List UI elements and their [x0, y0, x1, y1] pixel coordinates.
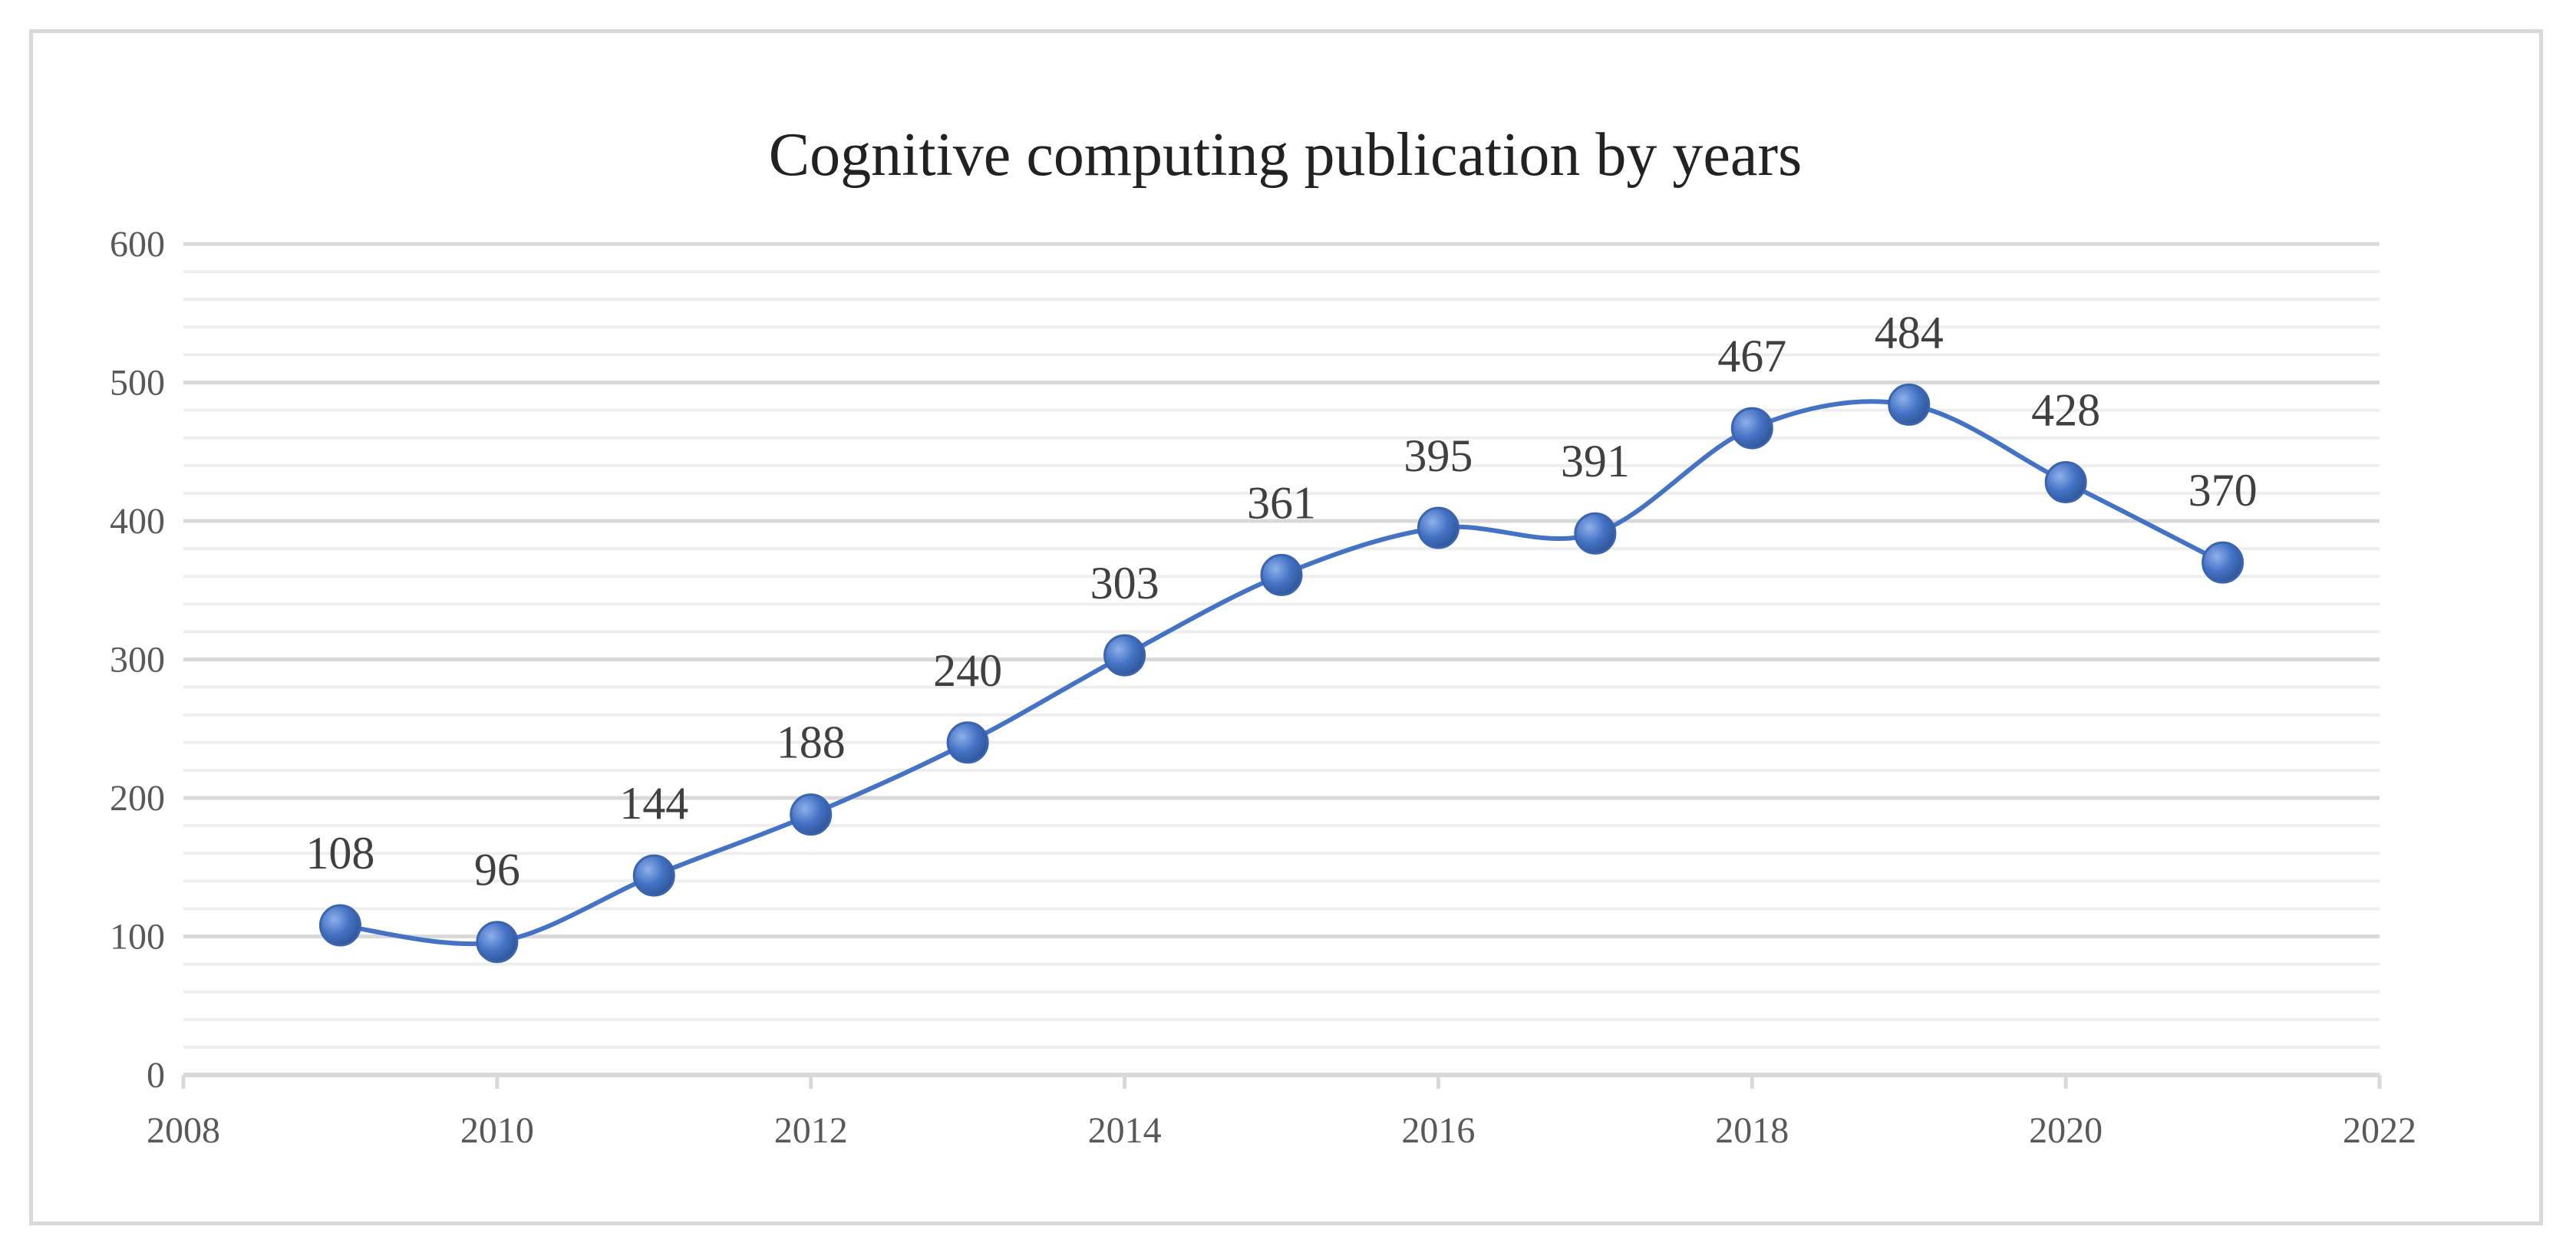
- chart-svg: Cognitive computing publication by years…: [110, 121, 2416, 1151]
- grid-layer: [183, 242, 2380, 1049]
- y-tick-label: 600: [110, 224, 165, 265]
- chart-title: Cognitive computing publication by years: [769, 121, 1802, 189]
- y-tick-label: 500: [110, 363, 165, 404]
- axis-layer: 0 100 200 300 400 500 600 2008 2010 2012 2014 2016 2…: [110, 224, 2416, 1151]
- chart-frame: Cognitive computing publication by years…: [29, 29, 2543, 1225]
- x-tick-label: 2012: [774, 1110, 848, 1151]
- data-point-2015: [1260, 553, 1303, 596]
- y-tick-label: 200: [110, 778, 165, 819]
- data-point-2018: [1730, 407, 1773, 450]
- x-tick-label: 2018: [1715, 1110, 1789, 1151]
- data-label-2018: 467: [1717, 331, 1786, 381]
- data-point-2020: [2044, 460, 2087, 503]
- x-tick-label: 2014: [1088, 1110, 1162, 1151]
- x-tick-label: 2010: [460, 1110, 534, 1151]
- data-label-2019: 484: [1875, 307, 1944, 358]
- series-layer: 108 96 144 188 240 303 361 395 391 467 484 428 370: [305, 307, 2258, 964]
- data-point-2011: [632, 854, 675, 897]
- data-label-2014: 303: [1090, 558, 1159, 608]
- data-label-2010: 96: [474, 845, 520, 895]
- y-tick-label: 0: [147, 1055, 165, 1096]
- data-label-2013: 240: [933, 645, 1002, 696]
- x-tick-label: 2020: [2029, 1110, 2103, 1151]
- data-point-2012: [790, 793, 833, 836]
- data-label-2015: 361: [1247, 477, 1316, 528]
- data-label-2017: 391: [1561, 436, 1630, 486]
- data-label-2016: 395: [1403, 430, 1473, 481]
- data-point-2013: [946, 721, 989, 764]
- x-tick-label: 2016: [1401, 1110, 1475, 1151]
- data-label-2020: 428: [2031, 384, 2100, 435]
- data-point-2009: [318, 904, 361, 947]
- y-tick-label: 100: [110, 917, 165, 958]
- y-tick-label: 300: [110, 640, 165, 681]
- data-point-2017: [1574, 512, 1617, 555]
- data-label-2009: 108: [305, 828, 374, 879]
- data-label-2011: 144: [619, 778, 688, 829]
- data-label-2021: 370: [2188, 465, 2258, 516]
- x-tick-label: 2022: [2343, 1110, 2416, 1151]
- y-tick-label: 400: [110, 501, 165, 542]
- data-point-2016: [1417, 506, 1460, 549]
- data-label-2012: 188: [777, 717, 846, 768]
- data-point-2010: [476, 921, 519, 964]
- x-tick-label: 2008: [147, 1110, 220, 1151]
- data-point-2014: [1103, 634, 1146, 677]
- data-point-2019: [1888, 383, 1931, 426]
- data-point-2021: [2202, 541, 2245, 584]
